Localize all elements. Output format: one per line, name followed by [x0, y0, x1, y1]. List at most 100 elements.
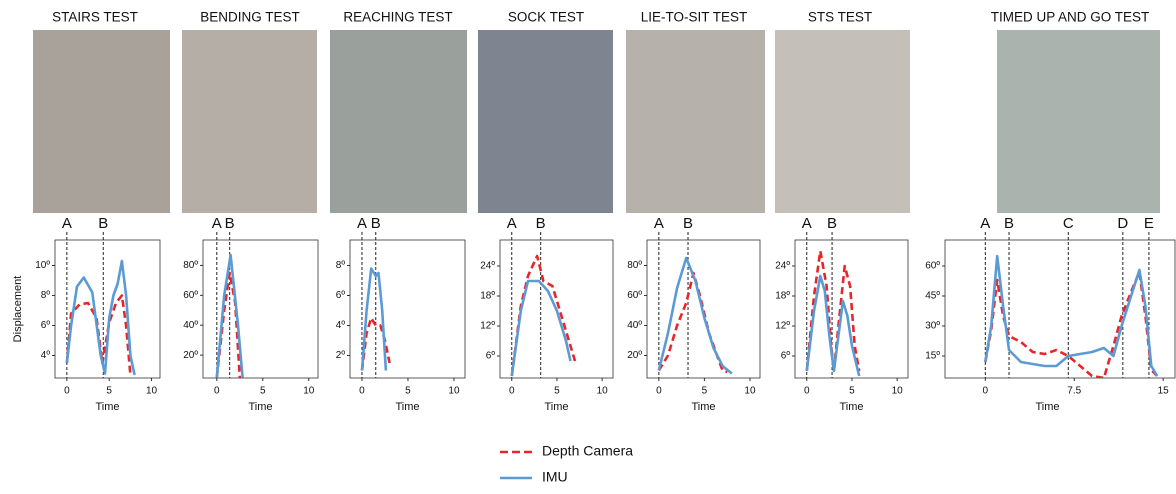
chart-title: STAIRS TEST [52, 10, 138, 25]
phase-label: B [98, 215, 108, 232]
y-tick-label: 12º [775, 321, 790, 332]
y-tick-label: 8º [41, 290, 51, 301]
photo [330, 30, 467, 213]
y-tick-label: 20º [183, 350, 198, 361]
chart-title: REACHING TEST [343, 10, 452, 25]
y-tick-label: 60º [925, 261, 940, 272]
x-tick-label: 5 [405, 386, 411, 397]
y-tick-label: 6º [781, 351, 791, 362]
x-tick-label: 5 [260, 386, 266, 397]
series-line [215, 253, 244, 378]
x-tick-label: 5 [849, 386, 855, 397]
chart-title: STS TEST [808, 10, 872, 25]
x-tick-label: 10 [303, 386, 315, 397]
phase-label: E [1144, 215, 1154, 232]
x-tick-label: 10 [892, 386, 904, 397]
chart: SOCK TEST 6º 12º 18º 24º 0 5 10 Time A B [480, 10, 614, 413]
y-tick-label: 30º [925, 321, 940, 332]
phase-label: A [980, 215, 990, 232]
phase-label: A [654, 215, 664, 232]
x-tick-label: 0 [656, 386, 662, 397]
phase-label: B [827, 215, 837, 232]
series-line [805, 274, 861, 377]
x-tick-label: 0 [509, 386, 515, 397]
phase-label: B [225, 215, 235, 232]
y-tick-label: 40º [627, 320, 642, 331]
x-tick-label: 5 [702, 386, 708, 397]
chart-title: LIE-TO-SIT TEST [641, 10, 748, 25]
phase-label: A [802, 215, 812, 232]
x-tick-label: 0 [359, 386, 365, 397]
y-axis-label: Displacement [12, 276, 24, 343]
x-axis-label: Time [1035, 401, 1059, 413]
series-line [657, 256, 733, 375]
photo [997, 30, 1160, 213]
y-tick-label: 6º [336, 290, 346, 301]
phase-label: B [683, 215, 693, 232]
y-tick-label: 18º [480, 291, 495, 302]
x-axis-label: Time [691, 401, 715, 413]
chart: STAIRS TEST 4º 6º 8º 10º 0 5 10 Time Displacement… [12, 10, 161, 413]
phase-label: D [1117, 215, 1128, 232]
y-tick-label: 6º [41, 320, 51, 331]
y-tick-label: 4º [41, 350, 51, 361]
y-tick-label: 60º [627, 290, 642, 301]
chart: STS TEST 6º 12º 18º 24º 0 5 10 Time A B [775, 10, 909, 413]
series-line [65, 259, 136, 376]
series-line [984, 270, 1159, 378]
chart-title: BENDING TEST [200, 10, 300, 25]
legend-label: Depth Camera [542, 443, 633, 459]
y-tick-label: 24º [480, 261, 495, 272]
x-tick-label: 7.5 [1067, 386, 1081, 397]
y-tick-label: 2º [336, 350, 346, 361]
photos [33, 30, 1160, 213]
series-line [360, 267, 388, 371]
phase-label: A [212, 215, 222, 232]
chart: REACHING TEST 2º 4º 6º 8º 0 5 10 Time A B [336, 10, 466, 413]
y-tick-label: 24º [775, 261, 790, 272]
phase-label: A [357, 215, 367, 232]
phase-label: B [371, 215, 381, 232]
x-tick-label: 10 [448, 386, 460, 397]
chart: TIMED UP AND GO TEST 15º 30º 45º 60º 0 7.5 15 Ti… [925, 10, 1176, 413]
chart-title: SOCK TEST [508, 10, 584, 25]
phase-label: A [507, 215, 517, 232]
chart: LIE-TO-SIT TEST 20º 40º 60º 80º 0 5 10 Time A B [627, 10, 761, 413]
series-line [805, 249, 861, 373]
x-tick-label: 5 [106, 386, 112, 397]
plot-frame [54, 239, 161, 379]
plot-frame [202, 239, 319, 379]
y-tick-label: 40º [183, 320, 198, 331]
series-line [510, 279, 572, 377]
chart: BENDING TEST 20º 40º 60º 80º 0 5 10 Time A B [183, 10, 319, 413]
x-tick-label: 0 [214, 386, 220, 397]
y-tick-label: 60º [183, 290, 198, 301]
x-tick-label: 10 [744, 386, 756, 397]
y-tick-label: 80º [183, 260, 198, 271]
x-tick-label: 10 [597, 386, 609, 397]
x-tick-label: 15 [1158, 386, 1170, 397]
photo [626, 30, 765, 213]
y-tick-label: 20º [627, 350, 642, 361]
y-tick-label: 4º [336, 320, 346, 331]
phase-label: C [1063, 215, 1074, 232]
y-tick-label: 80º [627, 260, 642, 271]
photo [33, 30, 170, 213]
plot-frame [646, 239, 761, 379]
x-tick-label: 5 [554, 386, 560, 397]
x-tick-label: 0 [804, 386, 810, 397]
x-tick-label: 10 [146, 386, 158, 397]
y-tick-label: 12º [480, 321, 495, 332]
series-line [984, 254, 1159, 377]
plot-frame [944, 239, 1176, 379]
x-axis-label: Time [839, 401, 863, 413]
y-tick-label: 15º [925, 351, 940, 362]
y-tick-label: 45º [925, 291, 940, 302]
phase-label: A [62, 215, 72, 232]
y-tick-label: 8º [336, 260, 346, 271]
x-tick-label: 0 [64, 386, 70, 397]
phase-label: B [536, 215, 546, 232]
photo [775, 30, 910, 213]
legend-label: IMU [542, 469, 568, 485]
